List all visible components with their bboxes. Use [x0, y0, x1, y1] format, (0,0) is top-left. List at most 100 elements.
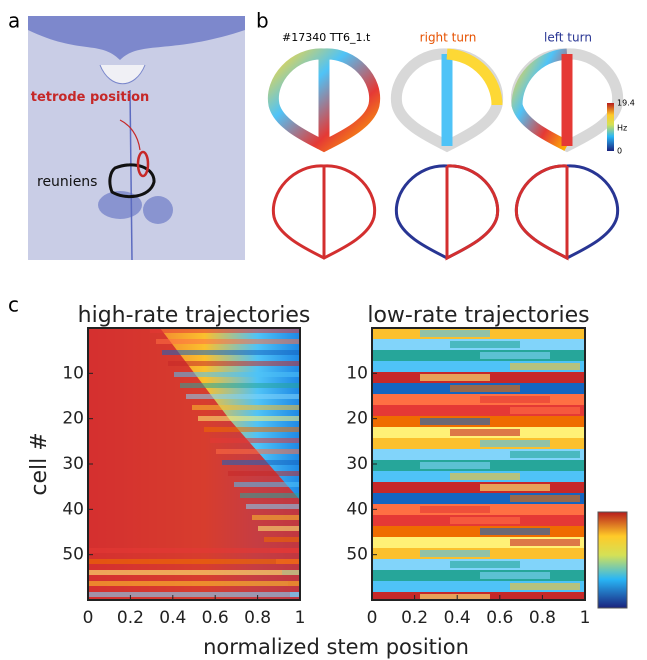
stripe [510, 407, 580, 414]
stripe [372, 394, 585, 405]
stripe [246, 504, 300, 509]
x-tick-label: 0 [83, 608, 94, 628]
stripe [420, 418, 490, 425]
condition-title: left turn [544, 31, 592, 45]
y-tick-label: 10 [62, 363, 84, 383]
stripe [88, 581, 300, 586]
stripe [88, 548, 300, 553]
stripe [510, 495, 580, 502]
stripe [510, 451, 580, 458]
stripe [150, 328, 300, 333]
stripe [192, 405, 300, 410]
stripe [252, 515, 300, 520]
colorbar-max: 19.4 [617, 99, 635, 108]
high-rate-band [88, 328, 300, 600]
x-tick-label: 0.2 [401, 608, 428, 628]
stripe [228, 471, 300, 476]
x-tick-label: 0.8 [529, 608, 556, 628]
panel-label: a [8, 9, 20, 33]
stripe [450, 517, 520, 524]
stripe [372, 570, 585, 581]
rate-maps [273, 54, 617, 146]
stripe [88, 559, 300, 564]
stripe [186, 394, 300, 399]
x-axis-label: normalized stem position [203, 635, 469, 659]
stripe [264, 537, 300, 542]
stripe [480, 484, 550, 491]
stripe [450, 429, 520, 436]
stripe [372, 526, 585, 537]
stripe [480, 440, 550, 447]
stripe [234, 482, 300, 487]
condition-title: right turn [420, 31, 477, 45]
stripe [372, 482, 585, 493]
stripe [180, 383, 300, 388]
x-tick-label: 1 [580, 608, 591, 628]
stripe [156, 339, 300, 344]
stripe [174, 372, 300, 377]
stripe [450, 385, 520, 392]
histology-image [28, 16, 245, 261]
y-tick-label: 50 [62, 545, 84, 565]
stripe [420, 506, 490, 513]
y-tick-label: 10 [346, 363, 368, 383]
y-tick-label: 40 [346, 499, 368, 519]
y-axis-label: cell # [27, 432, 52, 495]
stripe [510, 539, 580, 546]
stripe [480, 396, 550, 403]
stripe [450, 473, 520, 480]
heatmap-image [88, 328, 300, 600]
colorbar [597, 511, 628, 609]
panel-label: c [8, 293, 19, 317]
stripe [216, 449, 300, 454]
stripe [88, 570, 300, 575]
stripe [420, 330, 490, 337]
stripe [240, 493, 300, 498]
region-label: reuniens [37, 174, 97, 190]
stripe [210, 438, 300, 443]
stripe [222, 460, 300, 465]
y-tick-label: 50 [346, 545, 368, 565]
y-tick-label: 40 [62, 499, 84, 519]
colorbar [607, 103, 614, 151]
y-tick-label: 20 [62, 409, 84, 429]
x-tick-label: 0 [367, 608, 378, 628]
colorbar-min: 0 [617, 147, 622, 156]
panel-label: b [256, 9, 269, 33]
stripe [372, 449, 585, 460]
x-tick-label: 0.4 [444, 608, 471, 628]
stripe [480, 572, 550, 579]
colorbar-unit: Hz [617, 124, 627, 133]
stripe [420, 550, 490, 557]
stripe [204, 427, 300, 432]
stripe [372, 361, 585, 372]
stripe [450, 561, 520, 568]
chart-title: high-rate trajectories [78, 303, 311, 328]
stripe [372, 493, 585, 504]
x-tick-label: 0.4 [159, 608, 186, 628]
stripe [372, 537, 585, 548]
stripe [372, 405, 585, 416]
x-tick-label: 0.2 [117, 608, 144, 628]
stripe [510, 363, 580, 370]
x-tick-label: 0.8 [244, 608, 271, 628]
stripe [420, 594, 490, 600]
stripe [420, 462, 490, 469]
annotation-text: tetrode position [31, 90, 150, 105]
annotation: tetrode position [31, 90, 150, 105]
stripe [258, 526, 300, 531]
x-tick-label: 0.6 [486, 608, 513, 628]
y-tick-label: 20 [346, 409, 368, 429]
stripe [480, 352, 550, 359]
trajectories [271, 164, 620, 261]
stripe [372, 581, 585, 592]
stripe [168, 361, 300, 366]
stripe [198, 416, 300, 421]
stripe [420, 374, 490, 381]
stripe [372, 438, 585, 449]
y-tick-label: 30 [346, 454, 368, 474]
x-tick-label: 0.6 [202, 608, 229, 628]
chart-title: low-rate trajectories [367, 303, 589, 328]
y-tick-label: 30 [62, 454, 84, 474]
